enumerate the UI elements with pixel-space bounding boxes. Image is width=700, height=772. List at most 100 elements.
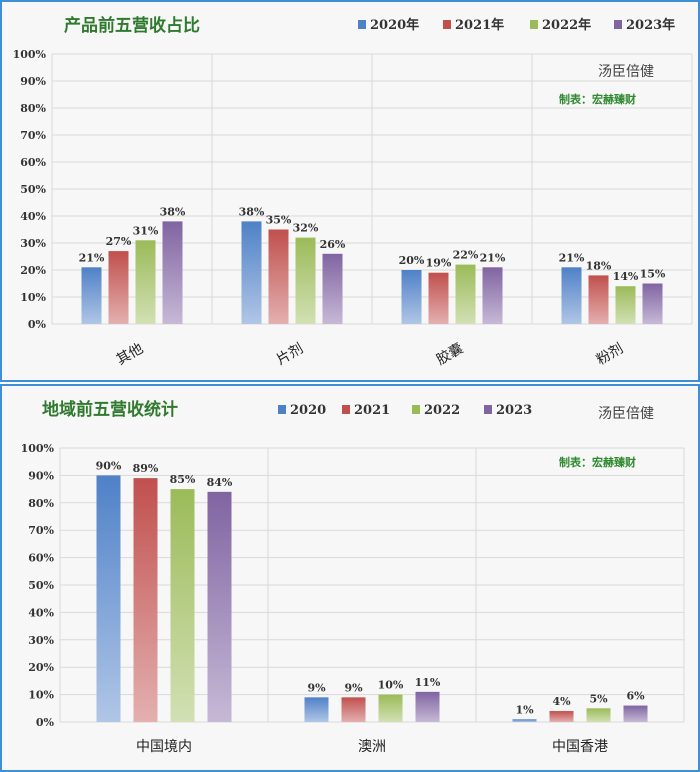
data-label: 11% (415, 676, 441, 689)
bar (482, 267, 503, 324)
data-label: 19% (426, 257, 452, 270)
data-label: 32% (293, 222, 319, 235)
bar (428, 272, 449, 324)
bar (586, 708, 611, 722)
y-tick-label: 100% (13, 48, 47, 61)
y-tick-label: 30% (28, 634, 54, 647)
data-label: 90% (96, 459, 122, 472)
bar (133, 478, 158, 722)
y-tick-label: 90% (28, 469, 54, 482)
y-tick-label: 80% (28, 497, 54, 510)
legend-swatch (530, 20, 538, 29)
data-label: 20% (399, 254, 425, 267)
y-tick-label: 70% (28, 524, 54, 537)
legend-label: 2022 (424, 403, 460, 418)
bar (170, 489, 195, 722)
data-label: 4% (552, 695, 571, 708)
legend-label: 2020 (290, 403, 326, 418)
bar (588, 275, 609, 324)
bar (415, 691, 440, 722)
data-label: 85% (170, 473, 196, 486)
legend-label: 2023年 (626, 17, 675, 33)
data-label: 5% (589, 692, 608, 705)
y-tick-label: 30% (20, 237, 46, 250)
y-tick-label: 40% (28, 606, 54, 619)
data-label: 14% (613, 270, 639, 283)
y-tick-label: 70% (20, 129, 46, 142)
legend-label: 2023 (496, 403, 532, 418)
legend-label: 2022年 (542, 17, 591, 33)
y-tick-label: 90% (20, 75, 46, 88)
data-label: 31% (133, 224, 159, 237)
y-tick-label: 0% (36, 716, 55, 729)
bar (96, 475, 121, 722)
data-label: 84% (207, 476, 233, 489)
data-label: 89% (133, 462, 159, 475)
x-tick-label: 中国香港 (552, 739, 608, 755)
x-tick-label: 澳洲 (358, 739, 386, 755)
chart-title: 地域前五营收统计 (42, 399, 178, 420)
data-label: 6% (626, 690, 645, 703)
bar (162, 221, 183, 324)
data-label: 10% (378, 679, 404, 692)
bar (322, 253, 343, 324)
legend-label: 2021 (354, 403, 390, 418)
bar (549, 711, 574, 722)
legend-swatch (358, 20, 366, 29)
data-label: 18% (586, 259, 612, 272)
bar (341, 697, 366, 722)
bar (512, 719, 537, 722)
legend-label: 2021年 (455, 17, 504, 33)
bar (304, 697, 329, 722)
data-label: 26% (320, 238, 346, 251)
bar (455, 264, 476, 324)
y-tick-label: 50% (28, 579, 54, 592)
data-label: 22% (453, 249, 479, 262)
data-label: 21% (559, 251, 585, 264)
x-tick-label: 片剂 (274, 341, 306, 369)
author-label: 汤臣倍健 (598, 64, 654, 80)
chart-regions: 0% 10% 20% 30% 40% 50% 60% 70% 80% 90% 100% 90% 89% 8… (21, 399, 685, 755)
bar (378, 694, 403, 722)
x-tick-label: 中国境内 (136, 739, 192, 755)
bar (135, 240, 156, 324)
maker-label: 制表：宏赫臻财 (559, 455, 636, 469)
bar (623, 705, 648, 722)
bar (401, 270, 422, 324)
y-tick-label: 0% (28, 318, 47, 331)
x-tick-label: 胶囊 (433, 340, 466, 369)
legend-swatch (278, 405, 286, 414)
data-label: 21% (480, 251, 506, 264)
bar (81, 267, 102, 324)
y-tick-label: 60% (20, 156, 46, 169)
bar (615, 286, 636, 324)
chart-panel-products: 0% 10% 20% 30% 40% 50% 60% 70% 80% 90% 100% 21% 27% 3… (0, 0, 700, 382)
chart-panel-regions: 0% 10% 20% 30% 40% 50% 60% 70% 80% 90% 100% 90% 89% 8… (0, 384, 700, 772)
legend-label: 2020年 (370, 17, 419, 33)
bar (268, 229, 289, 324)
y-tick-label: 10% (28, 689, 54, 702)
legend-swatch (342, 405, 350, 414)
y-tick-label: 20% (28, 661, 54, 674)
bar (642, 283, 663, 324)
bar (295, 237, 316, 324)
data-label: 1% (515, 703, 534, 716)
y-tick-label: 60% (28, 552, 54, 565)
data-label: 27% (106, 235, 132, 248)
data-label: 15% (640, 268, 666, 281)
y-tick-label: 50% (20, 183, 46, 196)
x-tick-label: 其他 (114, 341, 146, 369)
y-tick-label: 10% (20, 291, 46, 304)
data-label: 38% (160, 205, 186, 218)
author-label: 汤臣倍健 (598, 406, 654, 422)
data-label: 35% (266, 214, 292, 227)
y-tick-label: 80% (20, 102, 46, 115)
bar (561, 267, 582, 324)
data-label: 21% (79, 251, 105, 264)
y-tick-label: 40% (20, 210, 46, 223)
bar (241, 221, 262, 324)
data-label: 38% (239, 205, 265, 218)
data-label: 9% (307, 681, 326, 694)
legend-swatch (412, 405, 420, 414)
legend-swatch (614, 20, 622, 29)
